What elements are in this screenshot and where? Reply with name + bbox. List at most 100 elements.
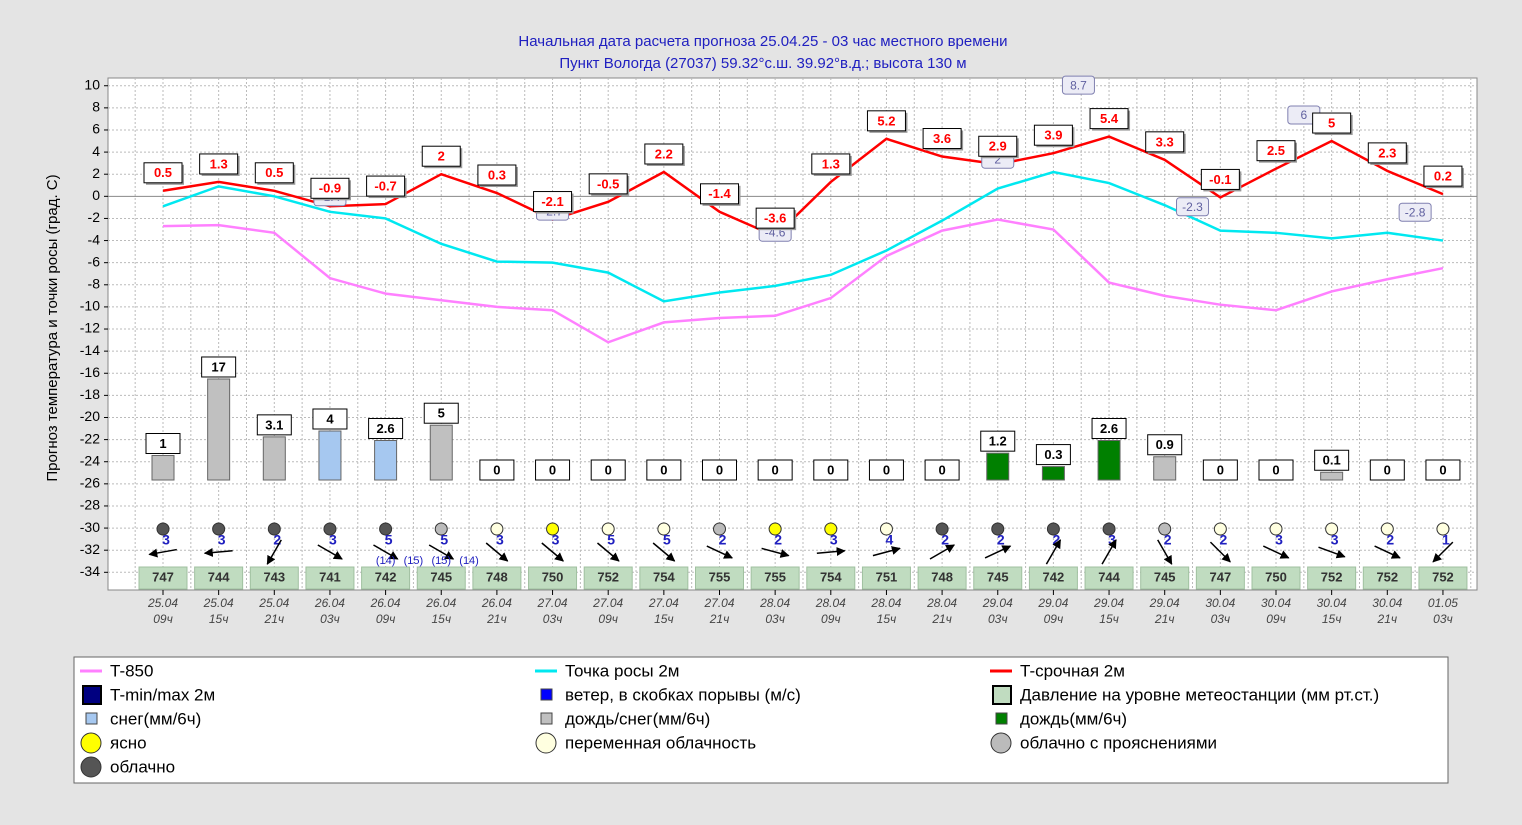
precip-label: 0 — [1439, 462, 1446, 477]
temp-label: -3.6 — [764, 211, 786, 226]
precip-label: 0 — [1217, 462, 1224, 477]
pressure-box — [528, 566, 578, 590]
gust-label: (15) — [404, 555, 424, 567]
x-tick-label: 09ч — [1266, 612, 1286, 626]
y-axis-label: Прогноз температура и точки росы (град. … — [44, 174, 61, 481]
wind-speed: 2 — [1164, 532, 1172, 548]
legend-label: T-850 — [110, 661, 153, 680]
wind-arrow — [148, 548, 177, 558]
temp-label: -1.4 — [708, 186, 731, 201]
y-tick-label: -22 — [80, 430, 100, 446]
pressure-box — [194, 566, 244, 590]
precip-label-box — [757, 459, 793, 481]
cloud-icon — [1102, 522, 1116, 536]
wind-speed: 2 — [774, 532, 782, 548]
cloud-icon — [824, 522, 838, 536]
x-tick-label: 30.04 — [1205, 596, 1235, 610]
x-tick-label: 27.04 — [537, 596, 568, 610]
wind-speed: 2 — [273, 532, 281, 548]
precip-label-box — [924, 459, 960, 481]
precip-bar — [986, 452, 1010, 481]
wind-arrow — [1045, 539, 1062, 565]
temp-label-box — [1256, 140, 1296, 162]
pressure-box — [416, 566, 466, 590]
precip-label: 0 — [605, 462, 612, 477]
temp-label: 2 — [438, 149, 445, 164]
precip-label-box — [201, 356, 237, 378]
wind-speed: 2 — [719, 532, 727, 548]
wind-speed: 2 — [1219, 532, 1227, 548]
cloud-icon — [1269, 522, 1283, 536]
temp-label: -2.1 — [541, 194, 563, 209]
temp-label: -0.5 — [597, 176, 619, 191]
wind-speed: 3 — [218, 532, 226, 548]
x-tick-label: 03ч — [543, 612, 563, 626]
temp-label-box — [1312, 112, 1352, 134]
wind-arrow — [203, 548, 233, 557]
precip-label-box — [590, 459, 626, 481]
wind-arrow — [872, 546, 901, 557]
y-tick-label: -26 — [80, 475, 100, 491]
pressure-label: 747 — [152, 569, 174, 584]
wind-arrow — [266, 539, 282, 565]
legend-swatch — [82, 685, 102, 705]
y-tick-label: -16 — [80, 364, 100, 380]
x-tick-label: 15ч — [654, 612, 674, 626]
legend-label: ветер, в скобках порывы (м/с) — [565, 685, 801, 704]
precip-label-box — [423, 402, 459, 424]
precip-label-box — [368, 417, 404, 439]
x-tick-label: 15ч — [1322, 612, 1342, 626]
pressure-label: 742 — [375, 569, 397, 584]
x-tick-label: 21ч — [1154, 612, 1175, 626]
legend-label: облачно — [110, 757, 175, 776]
tminmax-box — [1176, 197, 1210, 217]
gust-label: (14) — [459, 555, 479, 567]
temp-label-box — [922, 128, 962, 150]
y-tick-label: -20 — [80, 408, 100, 424]
precip-label: 0 — [660, 462, 667, 477]
pressure-label: 752 — [597, 569, 619, 584]
temp-label: 0.5 — [265, 165, 283, 180]
legend-swatch — [990, 732, 1012, 754]
pressure-label: 741 — [319, 569, 341, 584]
x-tick-label: 27.04 — [703, 596, 734, 610]
wind-arrow — [929, 544, 956, 560]
x-tick-label: 03ч — [1211, 612, 1231, 626]
pressure-label: 754 — [820, 569, 842, 584]
legend-label: переменная облачность — [565, 733, 756, 752]
temp-label: -0.9 — [319, 181, 341, 196]
x-tick-label: 28.04 — [759, 596, 790, 610]
temp-label-box — [254, 162, 294, 184]
wind-arrow — [1432, 541, 1454, 563]
precip-label-box — [702, 459, 737, 481]
pressure-box — [472, 566, 522, 590]
chart-subtitle: Пункт Вологда (27037) 59.32°с.ш. 39.92°в… — [559, 55, 966, 72]
pressure-label: 745 — [987, 569, 1009, 584]
y-tick-label: -32 — [80, 541, 100, 557]
temp-label: -0.7 — [374, 179, 396, 194]
pressure-box — [361, 566, 411, 590]
pressure-box — [1028, 566, 1078, 590]
wind-speed: 2 — [1386, 532, 1394, 548]
temp-label-box — [310, 177, 350, 199]
series-line — [162, 135, 1444, 238]
temp-label: 0.3 — [488, 167, 506, 182]
wind-speed: 1 — [1442, 532, 1450, 548]
temp-label: 2.3 — [1378, 145, 1396, 160]
temp-label-box — [588, 173, 628, 195]
x-tick-label: 03ч — [765, 612, 785, 626]
wind-arrow — [652, 542, 676, 562]
legend-swatch — [995, 712, 1008, 725]
legend-label: T-min/max 2м — [110, 685, 215, 704]
pressure-label: 748 — [486, 569, 508, 584]
x-tick-label: 03ч — [1433, 612, 1453, 626]
cloud-icon — [434, 522, 448, 536]
temp-label: 0.5 — [154, 165, 172, 180]
cloud-icon — [1325, 522, 1339, 536]
y-tick-label: -18 — [80, 386, 100, 402]
x-tick-label: 30.04 — [1261, 596, 1291, 610]
legend-swatch — [80, 756, 102, 778]
precip-label: 1 — [159, 436, 166, 451]
cloud-icon — [768, 522, 782, 536]
pressure-box — [1140, 566, 1190, 590]
